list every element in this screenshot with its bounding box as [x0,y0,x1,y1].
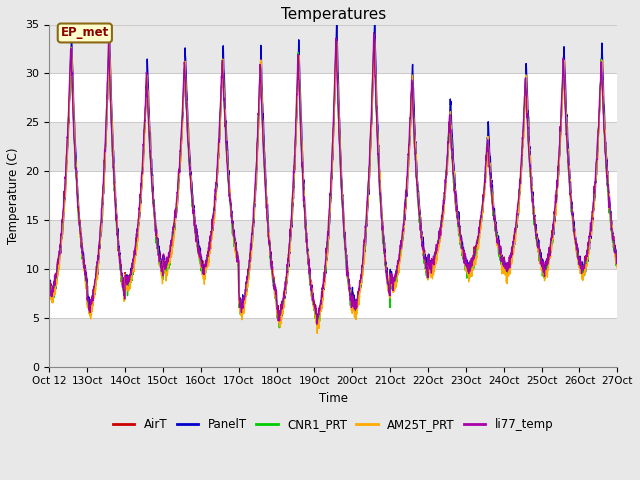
Text: EP_met: EP_met [61,26,109,39]
Bar [49,73,618,122]
Bar [49,122,618,171]
Legend: AirT, PanelT, CNR1_PRT, AM25T_PRT, li77_temp: AirT, PanelT, CNR1_PRT, AM25T_PRT, li77_… [109,414,558,436]
X-axis label: Time: Time [319,392,348,405]
Bar [49,24,618,73]
Y-axis label: Temperature (C): Temperature (C) [7,147,20,244]
Bar [49,269,618,318]
Title: Temperatures: Temperatures [281,7,386,22]
Bar [49,171,618,220]
Bar [49,318,618,367]
Bar [49,220,618,269]
